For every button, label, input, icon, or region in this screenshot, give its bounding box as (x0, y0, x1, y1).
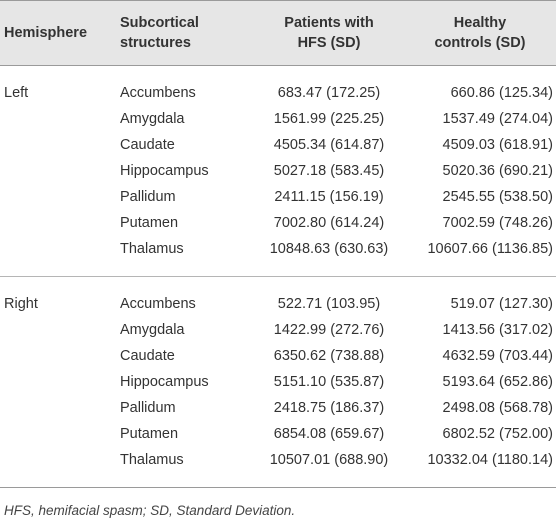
spacer-cell (0, 277, 556, 291)
structure-cell: Thalamus (118, 447, 254, 473)
patients-value-cell: 10507.01 (688.90) (254, 447, 404, 473)
hemisphere-cell (0, 317, 118, 343)
header-patients-line2: HFS (SD) (254, 33, 404, 53)
patients-value-cell: 2411.15 (156.19) (254, 184, 404, 210)
footnote-row: HFS, hemifacial spasm; SD, Standard Devi… (0, 488, 556, 532)
patients-value-cell: 4505.34 (614.87) (254, 132, 404, 158)
hemisphere-cell (0, 158, 118, 184)
patients-value-cell: 1561.99 (225.25) (254, 106, 404, 132)
header-hemisphere-label: Hemisphere (4, 23, 118, 43)
hemisphere-cell: Right (0, 291, 118, 317)
patients-value-cell: 5151.10 (535.87) (254, 369, 404, 395)
header-hemisphere: Hemisphere (0, 1, 118, 66)
structure-cell: Caudate (118, 132, 254, 158)
structure-cell: Amygdala (118, 317, 254, 343)
spacer-row (0, 262, 556, 277)
hemisphere-cell (0, 421, 118, 447)
spacer-row (0, 66, 556, 81)
structure-cell: Thalamus (118, 236, 254, 262)
header-controls-line1: Healthy (404, 13, 556, 33)
hemisphere-cell (0, 343, 118, 369)
hemisphere-cell (0, 447, 118, 473)
hemisphere-cell: Left (0, 80, 118, 106)
controls-value-cell: 1413.56 (317.02) (404, 317, 556, 343)
patients-value-cell: 683.47 (172.25) (254, 80, 404, 106)
controls-value-cell: 10332.04 (1180.14) (404, 447, 556, 473)
header-controls: Healthy controls (SD) (404, 1, 556, 66)
controls-value-cell: 5020.36 (690.21) (404, 158, 556, 184)
patients-value-cell: 6854.08 (659.67) (254, 421, 404, 447)
header-patients: Patients with HFS (SD) (254, 1, 404, 66)
structure-cell: Caudate (118, 343, 254, 369)
controls-value-cell: 4632.59 (703.44) (404, 343, 556, 369)
controls-value-cell: 10607.66 (1136.85) (404, 236, 556, 262)
hemisphere-cell (0, 106, 118, 132)
spacer-row (0, 473, 556, 488)
hemisphere-cell (0, 210, 118, 236)
controls-value-cell: 5193.64 (652.86) (404, 369, 556, 395)
header-structures: Subcortical structures (118, 1, 254, 66)
hemisphere-cell (0, 236, 118, 262)
structure-cell: Pallidum (118, 184, 254, 210)
controls-value-cell: 660.86 (125.34) (404, 80, 556, 106)
structure-cell: Amygdala (118, 106, 254, 132)
controls-value-cell: 2498.08 (568.78) (404, 395, 556, 421)
spacer-cell (0, 66, 556, 81)
controls-value-cell: 4509.03 (618.91) (404, 132, 556, 158)
hemisphere-cell (0, 184, 118, 210)
header-patients-line1: Patients with (254, 13, 404, 33)
controls-value-cell: 1537.49 (274.04) (404, 106, 556, 132)
structure-cell: Putamen (118, 210, 254, 236)
structure-cell: Accumbens (118, 291, 254, 317)
hemisphere-cell (0, 132, 118, 158)
structure-cell: Putamen (118, 421, 254, 447)
structure-cell: Hippocampus (118, 369, 254, 395)
controls-value-cell: 6802.52 (752.00) (404, 421, 556, 447)
patients-value-cell: 7002.80 (614.24) (254, 210, 404, 236)
patients-value-cell: 1422.99 (272.76) (254, 317, 404, 343)
table-header: Hemisphere Subcortical structures Patien… (0, 1, 556, 66)
header-row: Hemisphere Subcortical structures Patien… (0, 1, 556, 66)
patients-value-cell: 522.71 (103.95) (254, 291, 404, 317)
spacer-cell (0, 473, 556, 488)
structure-cell: Pallidum (118, 395, 254, 421)
footnote: HFS, hemifacial spasm; SD, Standard Devi… (0, 488, 556, 532)
table-document: Hemisphere Subcortical structures Patien… (0, 0, 556, 497)
hemisphere-cell (0, 395, 118, 421)
structure-cell: Hippocampus (118, 158, 254, 184)
controls-value-cell: 7002.59 (748.26) (404, 210, 556, 236)
hemisphere-cell (0, 369, 118, 395)
controls-value-cell: 2545.55 (538.50) (404, 184, 556, 210)
patients-value-cell: 5027.18 (583.45) (254, 158, 404, 184)
controls-value-cell: 519.07 (127.30) (404, 291, 556, 317)
header-structures-line2: structures (120, 33, 254, 53)
structure-cell: Accumbens (118, 80, 254, 106)
header-structures-line1: Subcortical (120, 13, 254, 33)
header-controls-line2: controls (SD) (404, 33, 556, 53)
patients-value-cell: 10848.63 (630.63) (254, 236, 404, 262)
patients-value-cell: 6350.62 (738.88) (254, 343, 404, 369)
spacer-row (0, 277, 556, 291)
patients-value-cell: 2418.75 (186.37) (254, 395, 404, 421)
spacer-cell (0, 262, 556, 277)
